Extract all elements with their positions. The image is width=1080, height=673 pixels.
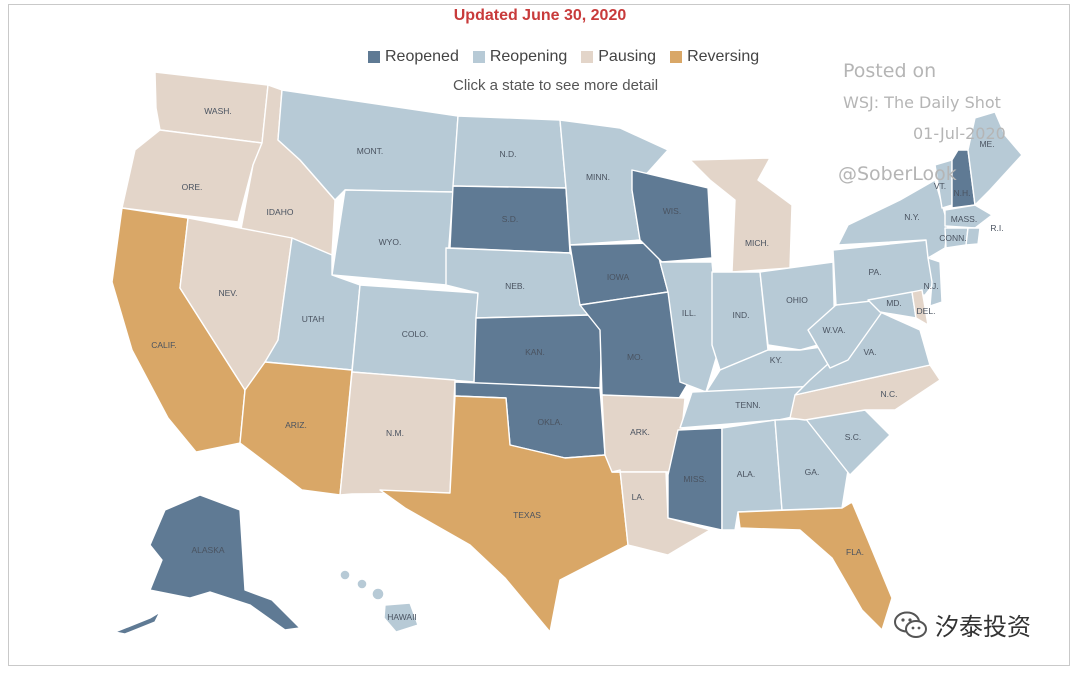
label-mn: MINN. [586,172,610,182]
state-ma[interactable] [944,204,993,229]
legend-swatch-reopening [472,51,485,63]
label-ms: MISS. [683,474,706,484]
label-de: DEL. [917,306,936,316]
wechat-account-name: 汐泰投资 [935,613,1031,641]
label-me: ME. [979,139,994,149]
label-mt: MONT. [357,146,383,156]
label-co: COLO. [402,329,428,339]
label-tx: TEXAS [513,510,541,520]
label-ok: OKLA. [537,417,562,427]
state-ri[interactable] [965,227,981,246]
map-frame [8,4,1070,666]
label-la: LA. [632,492,645,502]
label-ky: KY. [770,355,783,365]
legend-swatch-reversing [670,51,683,63]
legend-label-reopened: Reopened [385,48,459,65]
hawaii-island-2 [356,578,368,590]
label-ks: KAN. [525,347,545,357]
label-wv: W.VA. [823,325,846,335]
label-wi: WIS. [663,206,681,216]
label-or: ORE. [182,182,203,192]
label-hi: HAWAII [387,612,417,622]
state-me[interactable] [967,111,1023,206]
state-nj[interactable] [927,257,943,307]
legend-label-reopening: Reopening [489,48,568,65]
label-in: IND. [733,310,750,320]
state-hi[interactable] [339,569,419,633]
label-pa: PA. [868,267,881,277]
label-al: ALA. [737,469,755,479]
label-vt: VT. [934,181,946,191]
state-de[interactable] [911,289,929,326]
label-tn: TENN. [735,400,761,410]
label-mi: MICH. [745,238,769,248]
label-ny: N.Y. [904,212,919,222]
label-ca: CALIF. [151,340,177,350]
state-fl[interactable] [737,501,893,631]
label-nv: NEV. [218,288,237,298]
label-wy: WYO. [379,237,402,247]
label-ia: IOWA [607,272,630,282]
label-wa: WASH. [204,106,232,116]
watermark-handle: @SoberLook [838,163,957,185]
state-labels: WASH. ORE. CALIF. IDAHO NEV. MONT. WYO. … [151,106,1003,622]
state-tx[interactable] [379,395,629,633]
label-sd: S.D. [502,214,519,224]
state-ms[interactable] [667,427,723,531]
label-nd: N.D. [500,149,517,159]
state-ak[interactable] [149,494,301,631]
legend-swatch-reopened [368,51,380,63]
updated-date: Updated June 30, 2020 [453,7,627,24]
click-hint: Click a state to see more detail [453,77,659,94]
legend: Reopened Reopening Pausing Reversing [368,48,759,66]
legend-swatch-pausing [581,51,594,63]
legend-item-reversing: Reversing [670,48,759,66]
alaska-aleutians [114,611,161,635]
label-oh: OHIO [786,295,808,305]
label-md: MD. [886,298,902,308]
label-il: ILL. [682,308,696,318]
label-ga: GA. [805,467,820,477]
label-ar: ARK. [630,427,650,437]
watermark-date: 01-Jul-2020 [913,124,1006,143]
label-nm: N.M. [386,428,404,438]
label-ne: NEB. [505,281,525,291]
watermark-source: WSJ: The Daily Shot [843,93,1001,112]
label-ri: R.I. [990,223,1003,233]
wechat-badge: 汐泰投资 [893,607,1031,642]
label-az: ARIZ. [285,420,307,430]
label-nc: N.C. [881,389,898,399]
label-ak: ALASKA [191,545,224,555]
watermark-posted-on: Posted on [843,60,937,82]
label-fl: FLA. [846,547,864,557]
legend-item-reopening: Reopening [472,48,568,66]
label-ut: UTAH [302,314,325,324]
legend-item-pausing: Pausing [581,48,656,66]
hawaii-island-4 [383,602,419,633]
state-la[interactable] [611,469,711,556]
hawaii-island-3 [371,587,385,601]
label-va: VA. [863,347,876,357]
state-nc[interactable] [789,364,941,421]
wechat-icon [894,611,927,638]
state-pa[interactable] [832,239,936,306]
label-ma: MASS. [951,214,977,224]
legend-label-reversing: Reversing [687,48,760,65]
state-or[interactable] [121,129,263,223]
label-nh: N.H. [954,188,971,198]
legend-item-reopened: Reopened [368,48,459,66]
label-mo: MO. [627,352,643,362]
label-ct: CONN. [939,233,966,243]
label-sc: S.C. [845,432,862,442]
label-nj: N.J. [923,281,938,291]
hawaii-island-1 [339,569,351,581]
label-id: IDAHO [267,207,294,217]
legend-label-pausing: Pausing [598,48,657,65]
